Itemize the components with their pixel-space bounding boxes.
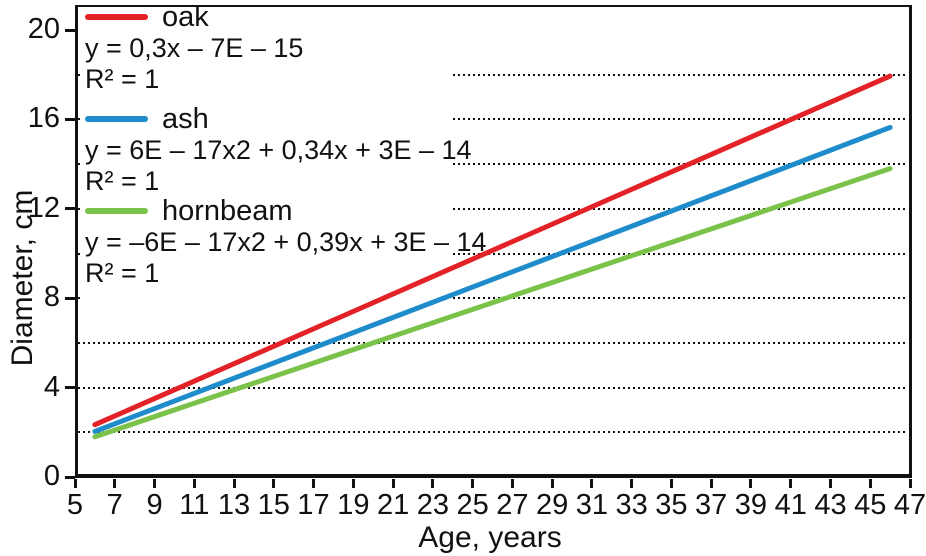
gridline-y-6 <box>78 341 907 344</box>
legend-entry-oak: oak y = 0,3x – 7E – 15 R² = 1 <box>85 2 505 95</box>
r-squared-label: R² = 1 <box>85 64 160 94</box>
y-tick-label: 4 <box>43 370 60 403</box>
x-tick <box>550 479 554 488</box>
y-tick-label: 12 <box>27 191 60 224</box>
x-tick-label: 13 <box>217 489 251 521</box>
x-tick <box>272 479 276 488</box>
x-tick-label: 17 <box>297 489 330 521</box>
legend-name-row: oak <box>85 2 505 33</box>
legend-swatch-hornbeam <box>85 208 148 214</box>
x-tick-label: 39 <box>734 489 768 521</box>
x-tick-label: 5 <box>66 489 84 521</box>
y-tick <box>65 475 75 479</box>
y-tick <box>65 296 75 300</box>
x-tick-label: 29 <box>536 489 569 521</box>
x-tick-label: 33 <box>615 489 648 521</box>
x-tick-label: 45 <box>854 489 887 521</box>
x-tick <box>431 479 435 488</box>
legend-entry-hornbeam: hornbeam y = –6E – 17x2 + 0,39x + 3E – 14… <box>85 196 505 289</box>
y-tick <box>65 386 75 390</box>
legend-swatch-ash <box>85 116 148 122</box>
legend-label: oak <box>162 1 209 33</box>
legend-label: hornbeam <box>162 195 293 227</box>
x-tick-label: 37 <box>695 489 728 521</box>
x-tick <box>590 479 594 488</box>
trendline-equation: y = 6E – 17x2 + 0,34x + 3E – 14 <box>85 135 472 165</box>
x-tick <box>232 479 236 488</box>
x-tick <box>709 479 713 488</box>
x-tick <box>749 479 753 488</box>
legend-name-row: ash <box>85 104 505 135</box>
x-tick-label: 23 <box>416 489 449 521</box>
x-tick-label: 27 <box>496 489 529 521</box>
x-tick-label: 47 <box>893 489 926 521</box>
x-tick-label: 31 <box>575 489 609 521</box>
x-tick <box>789 479 793 488</box>
x-tick-label: 41 <box>774 489 807 521</box>
x-tick-label: 19 <box>337 489 370 521</box>
x-tick-label: 43 <box>814 489 847 521</box>
x-tick <box>908 479 912 488</box>
y-tick-label: 20 <box>27 13 60 45</box>
x-tick <box>471 479 475 488</box>
x-tick-label: 25 <box>456 489 489 521</box>
y-tick <box>65 28 75 32</box>
x-tick <box>351 479 355 488</box>
gridline-y-4 <box>78 386 907 389</box>
x-tick-label: 35 <box>655 489 688 521</box>
gridline-y-2 <box>78 431 907 434</box>
y-tick <box>65 117 75 121</box>
x-tick <box>312 479 316 488</box>
x-tick <box>828 479 832 488</box>
x-tick-label: 9 <box>146 489 163 521</box>
x-tick <box>192 479 196 488</box>
r-squared-label: R² = 1 <box>85 258 160 288</box>
x-tick-label: 21 <box>376 489 410 521</box>
trendline-equation: y = 0,3x – 7E – 15 <box>85 33 304 63</box>
x-tick-label: 15 <box>257 489 290 521</box>
x-tick <box>669 479 673 488</box>
x-axis-title: Age, years <box>418 521 562 554</box>
legend-label: ash <box>162 103 209 135</box>
y-tick-label: 8 <box>43 281 60 314</box>
x-tick <box>868 479 872 488</box>
trendline-equation: y = –6E – 17x2 + 0,39x + 3E – 14 <box>85 227 487 257</box>
y-tick <box>65 207 75 211</box>
x-tick <box>630 479 634 488</box>
legend-name-row: hornbeam <box>85 196 505 227</box>
x-tick <box>391 479 395 488</box>
y-tick-label: 16 <box>27 102 60 135</box>
r-squared-label: R² = 1 <box>85 166 160 196</box>
legend-swatch-oak <box>85 14 148 20</box>
x-tick <box>113 479 117 488</box>
legend-entry-ash: ash y = 6E – 17x2 + 0,34x + 3E – 14 R² = 1 <box>85 104 505 197</box>
x-tick <box>73 479 77 488</box>
x-tick <box>510 479 514 488</box>
x-tick-label: 11 <box>179 489 210 521</box>
x-tick <box>153 479 157 488</box>
x-tick-label: 7 <box>106 489 123 521</box>
y-tick-label: 0 <box>43 460 60 492</box>
